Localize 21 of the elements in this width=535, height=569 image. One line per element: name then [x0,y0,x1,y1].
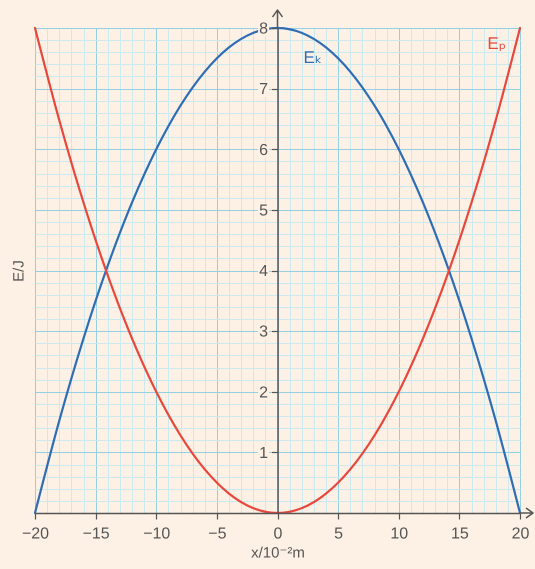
y-tick-label: 6 [259,142,268,159]
y-tick-label: 3 [259,324,268,341]
series-label: Eₚ [487,34,506,53]
x-tick-label: 15 [450,526,469,542]
y-tick-label: 7 [259,81,268,98]
y-tick-label: 5 [259,202,268,220]
x-tick-label: −5 [208,526,227,542]
x-tick-label: 20 [512,526,530,542]
y-tick-label: 2 [259,384,268,402]
x-tick-label: 10 [390,526,408,542]
x-tick-label: 5 [334,526,344,542]
x-tick-label: −10 [143,526,170,542]
y-tick-label: 1 [259,444,268,462]
x-axis-title: x/10⁻²m [251,544,305,562]
series-label: Eₖ [304,48,322,67]
y-tick-label: 4 [259,263,268,280]
y-axis-title: E/J [10,260,28,282]
y-tick-label: 8 [259,20,268,38]
x-tick-label: −15 [82,526,110,542]
x-tick-label: −20 [22,526,50,542]
x-tick-label: 0 [274,526,283,542]
